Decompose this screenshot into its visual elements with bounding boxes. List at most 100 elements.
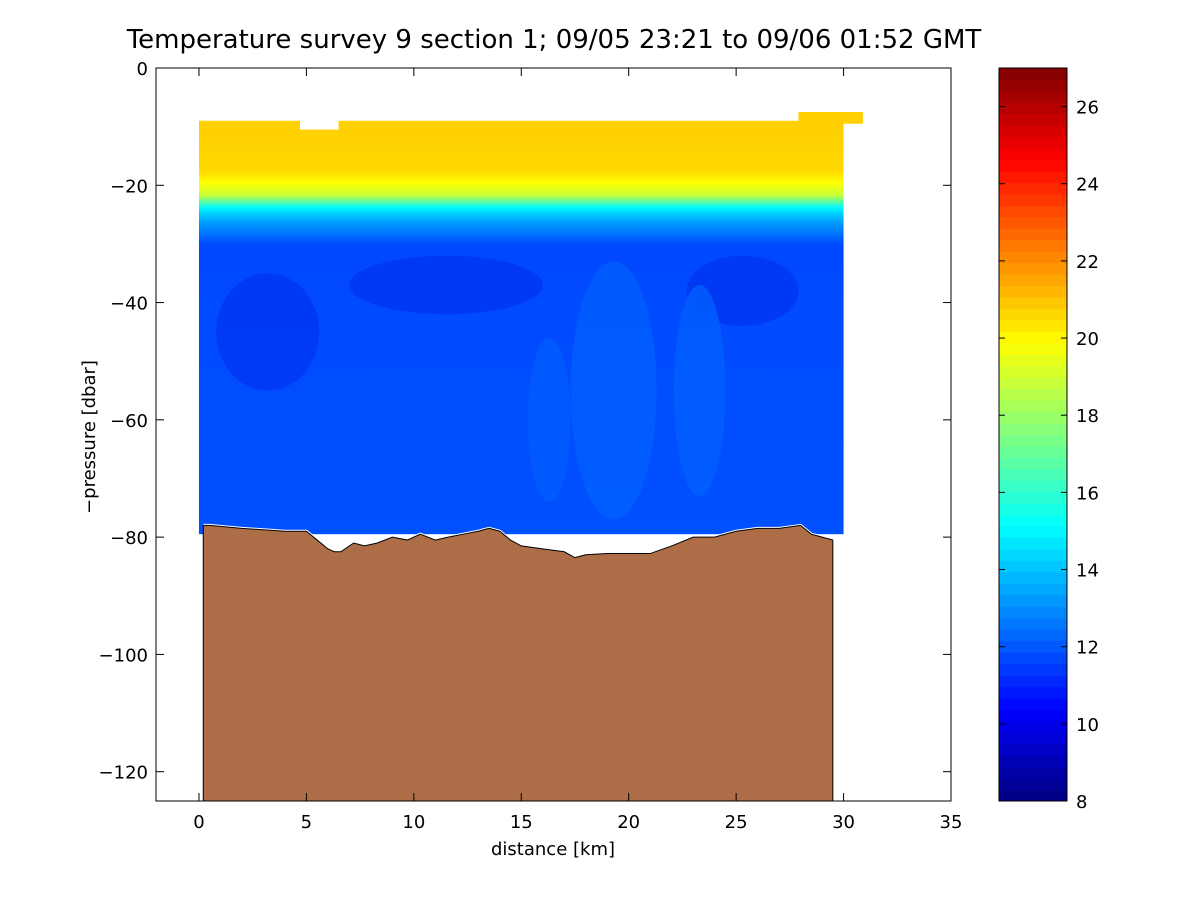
temperature-anomalies [216, 255, 799, 520]
colorbar-band [999, 503, 1067, 516]
x-axis-label: distance [km] [491, 839, 615, 860]
colorbar-band [999, 720, 1067, 733]
colorbar-band [999, 663, 1067, 676]
colorbar-tick-label: 12 [1076, 638, 1099, 659]
bathymetry-seafloor [202, 524, 834, 801]
colorbar-band [999, 491, 1067, 504]
survey-top-extension [798, 111, 863, 124]
colorbar-band [999, 560, 1067, 573]
colorbar-band [999, 423, 1067, 435]
colorbar-band [999, 480, 1067, 493]
colorbar-band [999, 732, 1067, 745]
y-tick-label: −80 [110, 528, 148, 549]
colorbar-band [999, 606, 1067, 619]
colorbar-band [999, 411, 1067, 424]
colorbar-band [999, 766, 1067, 779]
x-tick-label: 35 [940, 812, 963, 833]
y-axis-ticks: 0 −20 −40 −60 −80 −100 −120 [99, 59, 951, 784]
colorbar-band [999, 778, 1067, 791]
colorbar-band [999, 354, 1067, 367]
x-tick-label: 5 [301, 812, 312, 833]
colorbar-ticks: 8 10 12 14 16 18 20 22 24 26 [999, 98, 1099, 813]
colorbar-band [999, 148, 1067, 161]
colorbar-band [999, 388, 1067, 401]
colorbar-band [999, 331, 1067, 344]
colorbar-band [999, 342, 1067, 355]
colorbar-band [999, 159, 1067, 172]
colorbar-band [999, 675, 1067, 687]
x-tick-label: 25 [725, 812, 748, 833]
colorbar-tick-label: 10 [1076, 715, 1099, 736]
colorbar-tick-label: 18 [1076, 406, 1099, 427]
y-tick-label: −20 [110, 176, 148, 197]
colorbar-tick-label: 22 [1076, 252, 1099, 273]
colorbar-band [999, 571, 1067, 584]
x-axis-ticks: 0 5 10 15 20 25 30 35 [193, 68, 962, 833]
colorbar-band [999, 193, 1067, 206]
x-tick-label: 20 [617, 812, 640, 833]
y-tick-label: 0 [137, 59, 148, 80]
colorbar-band [999, 629, 1067, 642]
x-tick-label: 10 [402, 812, 425, 833]
colorbar-band [999, 205, 1067, 218]
colorbar-band [999, 216, 1067, 229]
colorbar-band [999, 182, 1067, 195]
y-tick-label: −100 [99, 645, 148, 666]
colorbar-band [999, 400, 1067, 413]
colorbar-band [999, 537, 1067, 550]
colorbar-frame [998, 67, 1068, 802]
colorbar-band [999, 102, 1067, 115]
colorbar-band [999, 228, 1067, 241]
colorbar-band [999, 285, 1067, 298]
colorbar-bands [999, 68, 1067, 802]
colorbar-tick-label: 26 [1076, 98, 1099, 119]
colorbar-tick-label: 24 [1076, 175, 1099, 196]
colorbar-band [999, 90, 1067, 103]
temperature-anomaly [349, 255, 543, 315]
colorbar-band [999, 251, 1067, 264]
x-tick-label: 30 [832, 812, 855, 833]
colorbar-band [999, 514, 1067, 527]
colorbar-band [999, 549, 1067, 561]
colorbar-tick-label: 14 [1076, 561, 1099, 582]
temperature-anomaly [570, 261, 657, 520]
colorbar-band [999, 262, 1067, 275]
x-tick-label: 15 [510, 812, 533, 833]
plot-frame [155, 67, 952, 802]
colorbar-band [999, 365, 1067, 378]
colorbar-band [999, 640, 1067, 653]
colorbar-band [999, 68, 1067, 80]
chart-title: Temperature survey 9 section 1; 09/05 23… [126, 25, 982, 55]
colorbar-band [999, 445, 1067, 458]
colorbar-band [999, 526, 1067, 539]
y-tick-label: −40 [110, 294, 148, 315]
survey-top-gap [299, 119, 339, 130]
colorbar-band [999, 136, 1067, 149]
colorbar-band [999, 789, 1067, 802]
colorbar-band [999, 79, 1067, 92]
colorbar-tick-label: 20 [1076, 329, 1099, 350]
colorbar-band [999, 686, 1067, 699]
colorbar-band [999, 583, 1067, 596]
colorbar-band [999, 171, 1067, 184]
colorbar-tick-label: 8 [1076, 792, 1087, 813]
colorbar-band [999, 697, 1067, 710]
colorbar-band [999, 434, 1067, 447]
colorbar-band [999, 617, 1067, 630]
y-axis-label: −pressure [dbar] [79, 360, 100, 514]
colorbar-band [999, 297, 1067, 310]
temperature-anomaly [527, 337, 571, 502]
plot-area [198, 111, 863, 801]
x-tick-label: 0 [193, 812, 204, 833]
colorbar-band [999, 113, 1067, 126]
colorbar-band [999, 652, 1067, 665]
colorbar-band [999, 468, 1067, 481]
colorbar-band [999, 125, 1067, 138]
colorbar-band [999, 755, 1067, 768]
colorbar-band [999, 319, 1067, 332]
colorbar-tick-label: 16 [1076, 483, 1099, 504]
colorbar-band [999, 239, 1067, 252]
colorbar-band [999, 457, 1067, 470]
y-tick-label: −60 [110, 411, 148, 432]
